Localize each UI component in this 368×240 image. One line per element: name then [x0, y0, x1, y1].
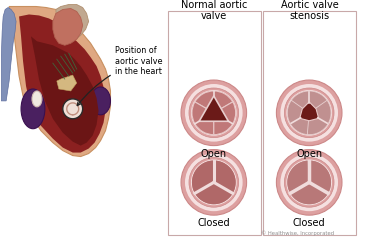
Circle shape: [287, 91, 331, 135]
Polygon shape: [192, 161, 214, 193]
Wedge shape: [287, 100, 311, 135]
Circle shape: [181, 150, 247, 215]
Circle shape: [189, 157, 238, 207]
Text: Normal aortic
valve: Normal aortic valve: [181, 0, 248, 21]
Circle shape: [185, 154, 243, 211]
Circle shape: [280, 154, 338, 211]
Polygon shape: [57, 75, 77, 91]
Text: Closed: Closed: [198, 218, 230, 228]
Circle shape: [280, 84, 338, 142]
Circle shape: [276, 80, 342, 146]
Circle shape: [284, 157, 334, 207]
Ellipse shape: [32, 91, 42, 107]
Text: Closed: Closed: [293, 218, 326, 228]
Circle shape: [192, 161, 236, 204]
Polygon shape: [300, 102, 319, 121]
Wedge shape: [192, 102, 214, 135]
Polygon shape: [199, 96, 229, 121]
Polygon shape: [9, 6, 110, 156]
Polygon shape: [214, 161, 236, 193]
Wedge shape: [307, 100, 331, 135]
Wedge shape: [195, 91, 233, 113]
Polygon shape: [19, 14, 106, 153]
Text: © Healthwise, Incorporated: © Healthwise, Incorporated: [262, 230, 335, 236]
Wedge shape: [214, 102, 236, 135]
Polygon shape: [53, 8, 83, 45]
Circle shape: [185, 84, 243, 142]
Circle shape: [191, 90, 237, 136]
Polygon shape: [1, 7, 16, 101]
Polygon shape: [195, 182, 232, 204]
Circle shape: [192, 91, 236, 135]
Circle shape: [189, 88, 238, 138]
Ellipse shape: [91, 87, 110, 115]
Circle shape: [284, 88, 334, 138]
Polygon shape: [309, 161, 331, 192]
FancyBboxPatch shape: [168, 12, 261, 235]
Circle shape: [287, 161, 331, 204]
Circle shape: [286, 90, 332, 136]
Circle shape: [181, 80, 247, 146]
Text: Aortic valve
stenosis: Aortic valve stenosis: [281, 0, 339, 21]
Polygon shape: [287, 161, 309, 192]
FancyBboxPatch shape: [263, 12, 356, 235]
Text: Open: Open: [296, 149, 322, 159]
Text: Position of
aortic valve
in the heart: Position of aortic valve in the heart: [77, 46, 163, 106]
Ellipse shape: [21, 89, 45, 129]
Circle shape: [191, 160, 237, 205]
Polygon shape: [291, 182, 327, 204]
Wedge shape: [289, 91, 329, 113]
Text: Open: Open: [201, 149, 227, 159]
Polygon shape: [56, 5, 89, 41]
Polygon shape: [31, 36, 99, 146]
Circle shape: [286, 160, 332, 205]
Circle shape: [63, 99, 83, 119]
Circle shape: [276, 150, 342, 215]
